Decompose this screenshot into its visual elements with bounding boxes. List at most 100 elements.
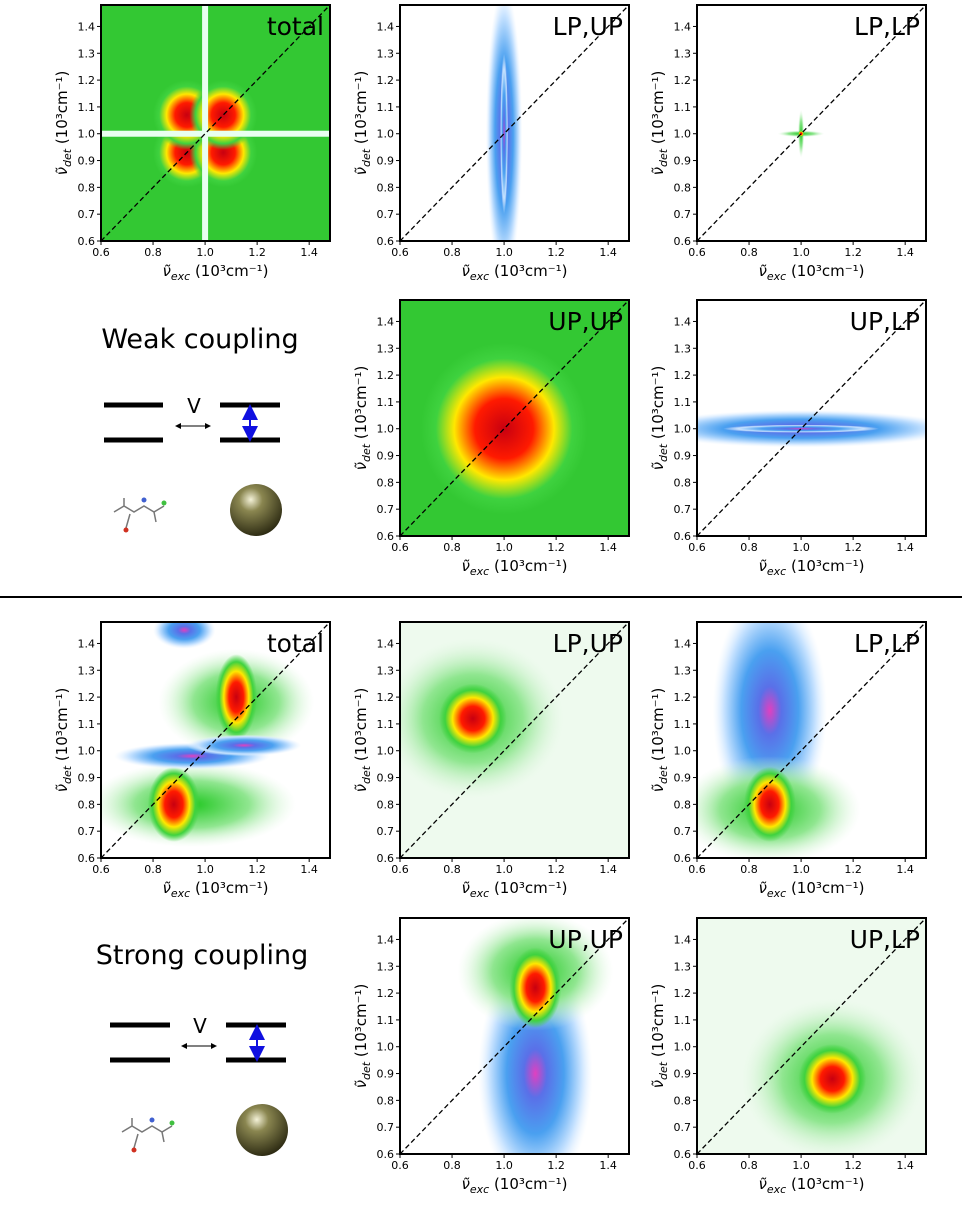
x-tick-label: 0.8 bbox=[443, 246, 461, 259]
axis-unit: (10³cm⁻¹) bbox=[786, 1175, 864, 1193]
weak-diagram: Weak coupling V bbox=[101, 324, 299, 536]
panel: 0.6 0.8 1.0 1.2 1.4 0.6 0.7 0.8 0.9 1.0 1.1 1.2 1.3 1… bbox=[649, 621, 927, 900]
x-tick-label: 1.2 bbox=[844, 246, 862, 259]
x-tick-label: 1.0 bbox=[792, 863, 810, 876]
x-tick-label: 1.2 bbox=[547, 1159, 565, 1172]
y-tick-label: 0.7 bbox=[674, 208, 692, 221]
axis-label: ν̃exc (10³cm⁻¹) bbox=[461, 1175, 567, 1196]
x-tick-label: 0.8 bbox=[144, 246, 162, 259]
panel-label: LP,LP bbox=[854, 629, 920, 658]
frame bbox=[696, 621, 927, 859]
diagram-title: Strong coupling bbox=[96, 940, 308, 971]
y-tick-label: 0.8 bbox=[674, 1094, 692, 1107]
y-tick-label: 1.3 bbox=[377, 664, 395, 677]
x-tick-label: 0.6 bbox=[688, 1159, 706, 1172]
axis-subscript: det bbox=[657, 1061, 670, 1080]
y-tick-label: 1.0 bbox=[674, 128, 692, 141]
panel-label: UP,LP bbox=[850, 925, 920, 954]
axis-label: ν̃det (10³cm⁻¹) bbox=[352, 688, 373, 793]
y-tick-label: 0.8 bbox=[377, 1094, 395, 1107]
axis-label: ν̃exc (10³cm⁻¹) bbox=[758, 879, 864, 900]
y-tick-label: 1.2 bbox=[78, 691, 96, 704]
y-tick-label: 1.1 bbox=[377, 718, 395, 731]
x-tick-label: 1.0 bbox=[495, 246, 513, 259]
frame bbox=[100, 4, 331, 242]
y-tick-label: 1.3 bbox=[377, 47, 395, 60]
panel: 0.6 0.8 1.0 1.2 1.4 0.6 0.7 0.8 0.9 1.0 1.1 1.2 1.3 1… bbox=[53, 4, 331, 283]
x-tick-label: 0.6 bbox=[391, 246, 409, 259]
x-tick-label: 0.8 bbox=[740, 246, 758, 259]
x-tick-label: 0.8 bbox=[740, 1159, 758, 1172]
x-tick-label: 1.2 bbox=[248, 246, 266, 259]
x-tick-label: 0.8 bbox=[443, 541, 461, 554]
y-tick-label: 1.3 bbox=[377, 960, 395, 973]
contour-blob bbox=[439, 683, 507, 754]
axis-symbol: ν̃ bbox=[461, 1175, 469, 1193]
x-tick-label: 1.2 bbox=[844, 541, 862, 554]
coupling-label: V bbox=[193, 1014, 207, 1038]
axis-unit: (10³cm⁻¹) bbox=[190, 879, 268, 897]
panel: 0.6 0.8 1.0 1.2 1.4 0.6 0.7 0.8 0.9 1.0 1.1 1.2 1.3 1… bbox=[649, 4, 927, 283]
contour-blob bbox=[509, 947, 562, 1028]
axis-symbol: ν̃ bbox=[352, 167, 370, 175]
y-tick-label: 1.0 bbox=[377, 128, 395, 141]
x-tick-label: 1.2 bbox=[844, 1159, 862, 1172]
frame bbox=[399, 917, 630, 1155]
contour-field bbox=[400, 918, 629, 1154]
panel: 0.6 0.8 1.0 1.2 1.4 0.6 0.7 0.8 0.9 1.0 1.1 1.2 1.3 1… bbox=[352, 4, 630, 283]
x-tick-label: 1.2 bbox=[547, 246, 565, 259]
y-tick-label: 0.7 bbox=[674, 1121, 692, 1134]
y-tick-label: 0.9 bbox=[78, 155, 96, 168]
x-tick-label: 0.6 bbox=[391, 1159, 409, 1172]
y-tick-label: 1.3 bbox=[674, 342, 692, 355]
x-tick-label: 0.6 bbox=[92, 246, 110, 259]
x-tick-label: 1.4 bbox=[896, 1159, 914, 1172]
y-tick-label: 1.0 bbox=[377, 745, 395, 758]
y-tick-label: 1.2 bbox=[377, 74, 395, 87]
contour-field bbox=[697, 918, 926, 1154]
x-tick-label: 1.2 bbox=[547, 541, 565, 554]
axis-subscript: exc bbox=[171, 887, 190, 900]
strong-diagram: Strong coupling V bbox=[96, 940, 308, 1156]
axis-subscript: exc bbox=[171, 270, 190, 283]
y-tick-label: 1.1 bbox=[377, 396, 395, 409]
contour-field bbox=[697, 5, 926, 241]
y-tick-label: 1.1 bbox=[377, 101, 395, 114]
axis-unit: (10³cm⁻¹) bbox=[786, 557, 864, 575]
y-tick-label: 0.8 bbox=[78, 798, 96, 811]
axis-unit: (10³cm⁻¹) bbox=[649, 71, 667, 149]
panel: 0.6 0.8 1.0 1.2 1.4 0.6 0.7 0.8 0.9 1.0 1.1 1.2 1.3 1… bbox=[53, 621, 331, 900]
contour-blob bbox=[723, 424, 880, 433]
x-tick-label: 1.4 bbox=[599, 541, 617, 554]
y-tick-label: 1.3 bbox=[377, 342, 395, 355]
y-tick-label: 1.2 bbox=[377, 369, 395, 382]
diagonal bbox=[101, 5, 330, 241]
axis-symbol: ν̃ bbox=[649, 784, 667, 792]
axis-subscript: det bbox=[360, 148, 373, 167]
y-tick-label: 1.0 bbox=[78, 745, 96, 758]
panel: 0.6 0.8 1.0 1.2 1.4 0.6 0.7 0.8 0.9 1.0 1.1 1.2 1.3 1… bbox=[649, 917, 927, 1196]
y-tick-label: 1.2 bbox=[377, 691, 395, 704]
contour-field bbox=[697, 300, 926, 536]
y-tick-label: 0.6 bbox=[377, 852, 395, 865]
contour-field bbox=[400, 622, 629, 858]
y-tick-label: 1.0 bbox=[377, 423, 395, 436]
y-tick-label: 0.9 bbox=[674, 450, 692, 463]
axis-symbol: ν̃ bbox=[758, 262, 766, 280]
y-tick-label: 0.7 bbox=[377, 503, 395, 516]
y-tick-label: 0.7 bbox=[78, 825, 96, 838]
x-tick-label: 1.0 bbox=[196, 863, 214, 876]
x-tick-label: 1.0 bbox=[495, 1159, 513, 1172]
axis-unit: (10³cm⁻¹) bbox=[489, 879, 567, 897]
axis-label: ν̃exc (10³cm⁻¹) bbox=[758, 557, 864, 578]
x-tick-label: 0.8 bbox=[443, 1159, 461, 1172]
axis-subscript: det bbox=[657, 148, 670, 167]
x-tick-label: 0.8 bbox=[740, 863, 758, 876]
panel-label: LP,LP bbox=[854, 12, 920, 41]
frame bbox=[399, 299, 630, 537]
y-tick-label: 1.0 bbox=[674, 1041, 692, 1054]
axis-label: ν̃det (10³cm⁻¹) bbox=[649, 688, 670, 793]
y-tick-label: 0.6 bbox=[377, 235, 395, 248]
y-tick-label: 0.9 bbox=[674, 155, 692, 168]
